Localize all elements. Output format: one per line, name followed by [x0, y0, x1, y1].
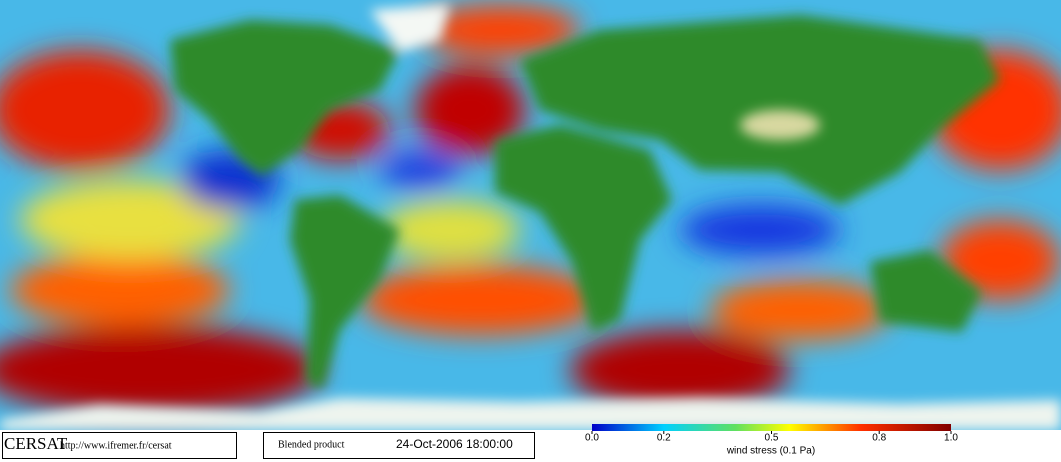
colorbar-tick-label: 0.2 [657, 433, 671, 444]
colorbar-label: wind stress (0.1 Pa) [726, 446, 815, 457]
logo: CERSAT [4, 434, 68, 453]
colorbar-tick-label: 0.8 [872, 433, 886, 444]
colorbar-tick-label: 1.0 [944, 433, 958, 444]
timestamp: 24-Oct-2006 18:00:00 [396, 437, 513, 451]
colorbar-tick-label: 0.0 [585, 433, 599, 444]
colorbar [592, 424, 951, 431]
source-url: http://www.ifremer.fr/cersat [60, 440, 172, 451]
product-name: Blended product [278, 439, 345, 450]
colorbar-tick-label: 0.5 [765, 433, 779, 444]
map-field [0, 0, 1061, 430]
